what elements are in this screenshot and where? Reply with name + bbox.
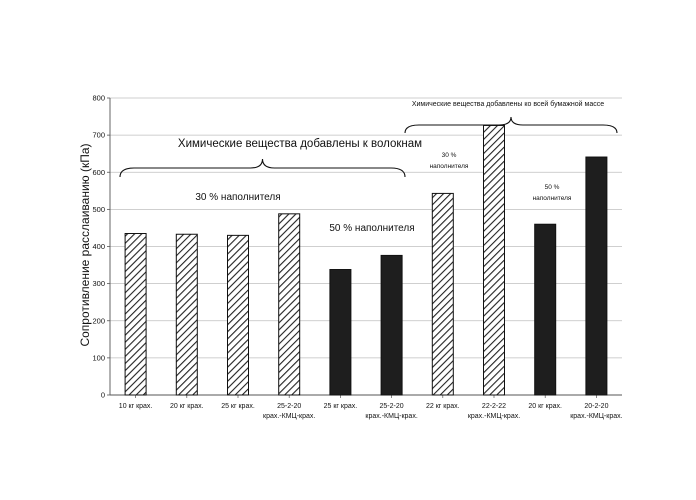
bar: [176, 234, 197, 395]
y-tick-label: 200: [92, 316, 105, 325]
whole-mass-group-brace: [405, 117, 617, 133]
y-tick-label: 100: [92, 353, 105, 362]
x-tick-label: 25-2-20: [277, 403, 301, 410]
filler-30-label-a: 30 % наполнителя: [195, 192, 280, 203]
bar: [535, 224, 556, 395]
x-tick-label: 25 кг крах.: [221, 403, 255, 410]
filler-50-label-b-pct: 50 %: [545, 184, 560, 191]
bar: [228, 235, 249, 395]
bar: [279, 214, 300, 395]
bar: [432, 193, 453, 395]
fibers-group-brace: [120, 159, 405, 177]
y-tick-label: 0: [101, 391, 105, 400]
bar: [381, 255, 402, 395]
y-tick-label: 400: [92, 242, 105, 251]
y-axis-title: Сопротивление расслаиванию (кПа): [78, 143, 92, 346]
x-tick-label: крах.-КМЦ-крах.: [365, 413, 417, 420]
filler-30-label-b-word: наполнителя: [430, 163, 469, 170]
x-tick-label: крах.-КМЦ-крах.: [263, 413, 315, 420]
bars: [125, 125, 607, 395]
whole-mass-group-label: Химические вещества добавлены ко всей бу…: [412, 100, 604, 108]
filler-50-label-a: 50 % наполнителя: [329, 223, 414, 234]
x-tick-label: 22-2-22: [482, 403, 506, 410]
x-tick-label: крах.-КМЦ-крах.: [570, 413, 622, 420]
fibers-group-label: Химические вещества добавлены к волокнам: [178, 138, 422, 150]
y-tick-label: 300: [92, 279, 105, 288]
filler-30-label-b-pct: 30 %: [442, 152, 457, 159]
bar: [484, 125, 505, 395]
bar: [125, 234, 146, 395]
x-tick-label: 22 кг крах.: [426, 403, 460, 410]
y-tick-label: 800: [92, 94, 105, 103]
y-tick-label: 500: [92, 205, 105, 214]
x-tick-label: 20 кг крах.: [528, 403, 562, 410]
x-tick-label: 10 кг крах.: [119, 403, 153, 410]
y-tick-label: 700: [92, 131, 105, 140]
bar: [330, 270, 351, 395]
x-tick-label: 20 кг крах.: [170, 403, 204, 410]
x-tick-label: крах.-КМЦ-крах.: [468, 413, 520, 420]
x-tick-label: 20-2-20: [584, 403, 608, 410]
x-tick-label: 25 кг крах.: [324, 403, 358, 410]
bar: [586, 157, 607, 395]
filler-50-label-b-word: наполнителя: [533, 195, 572, 202]
y-tick-label: 600: [92, 168, 105, 177]
x-tick-label: 25-2-20: [380, 403, 404, 410]
